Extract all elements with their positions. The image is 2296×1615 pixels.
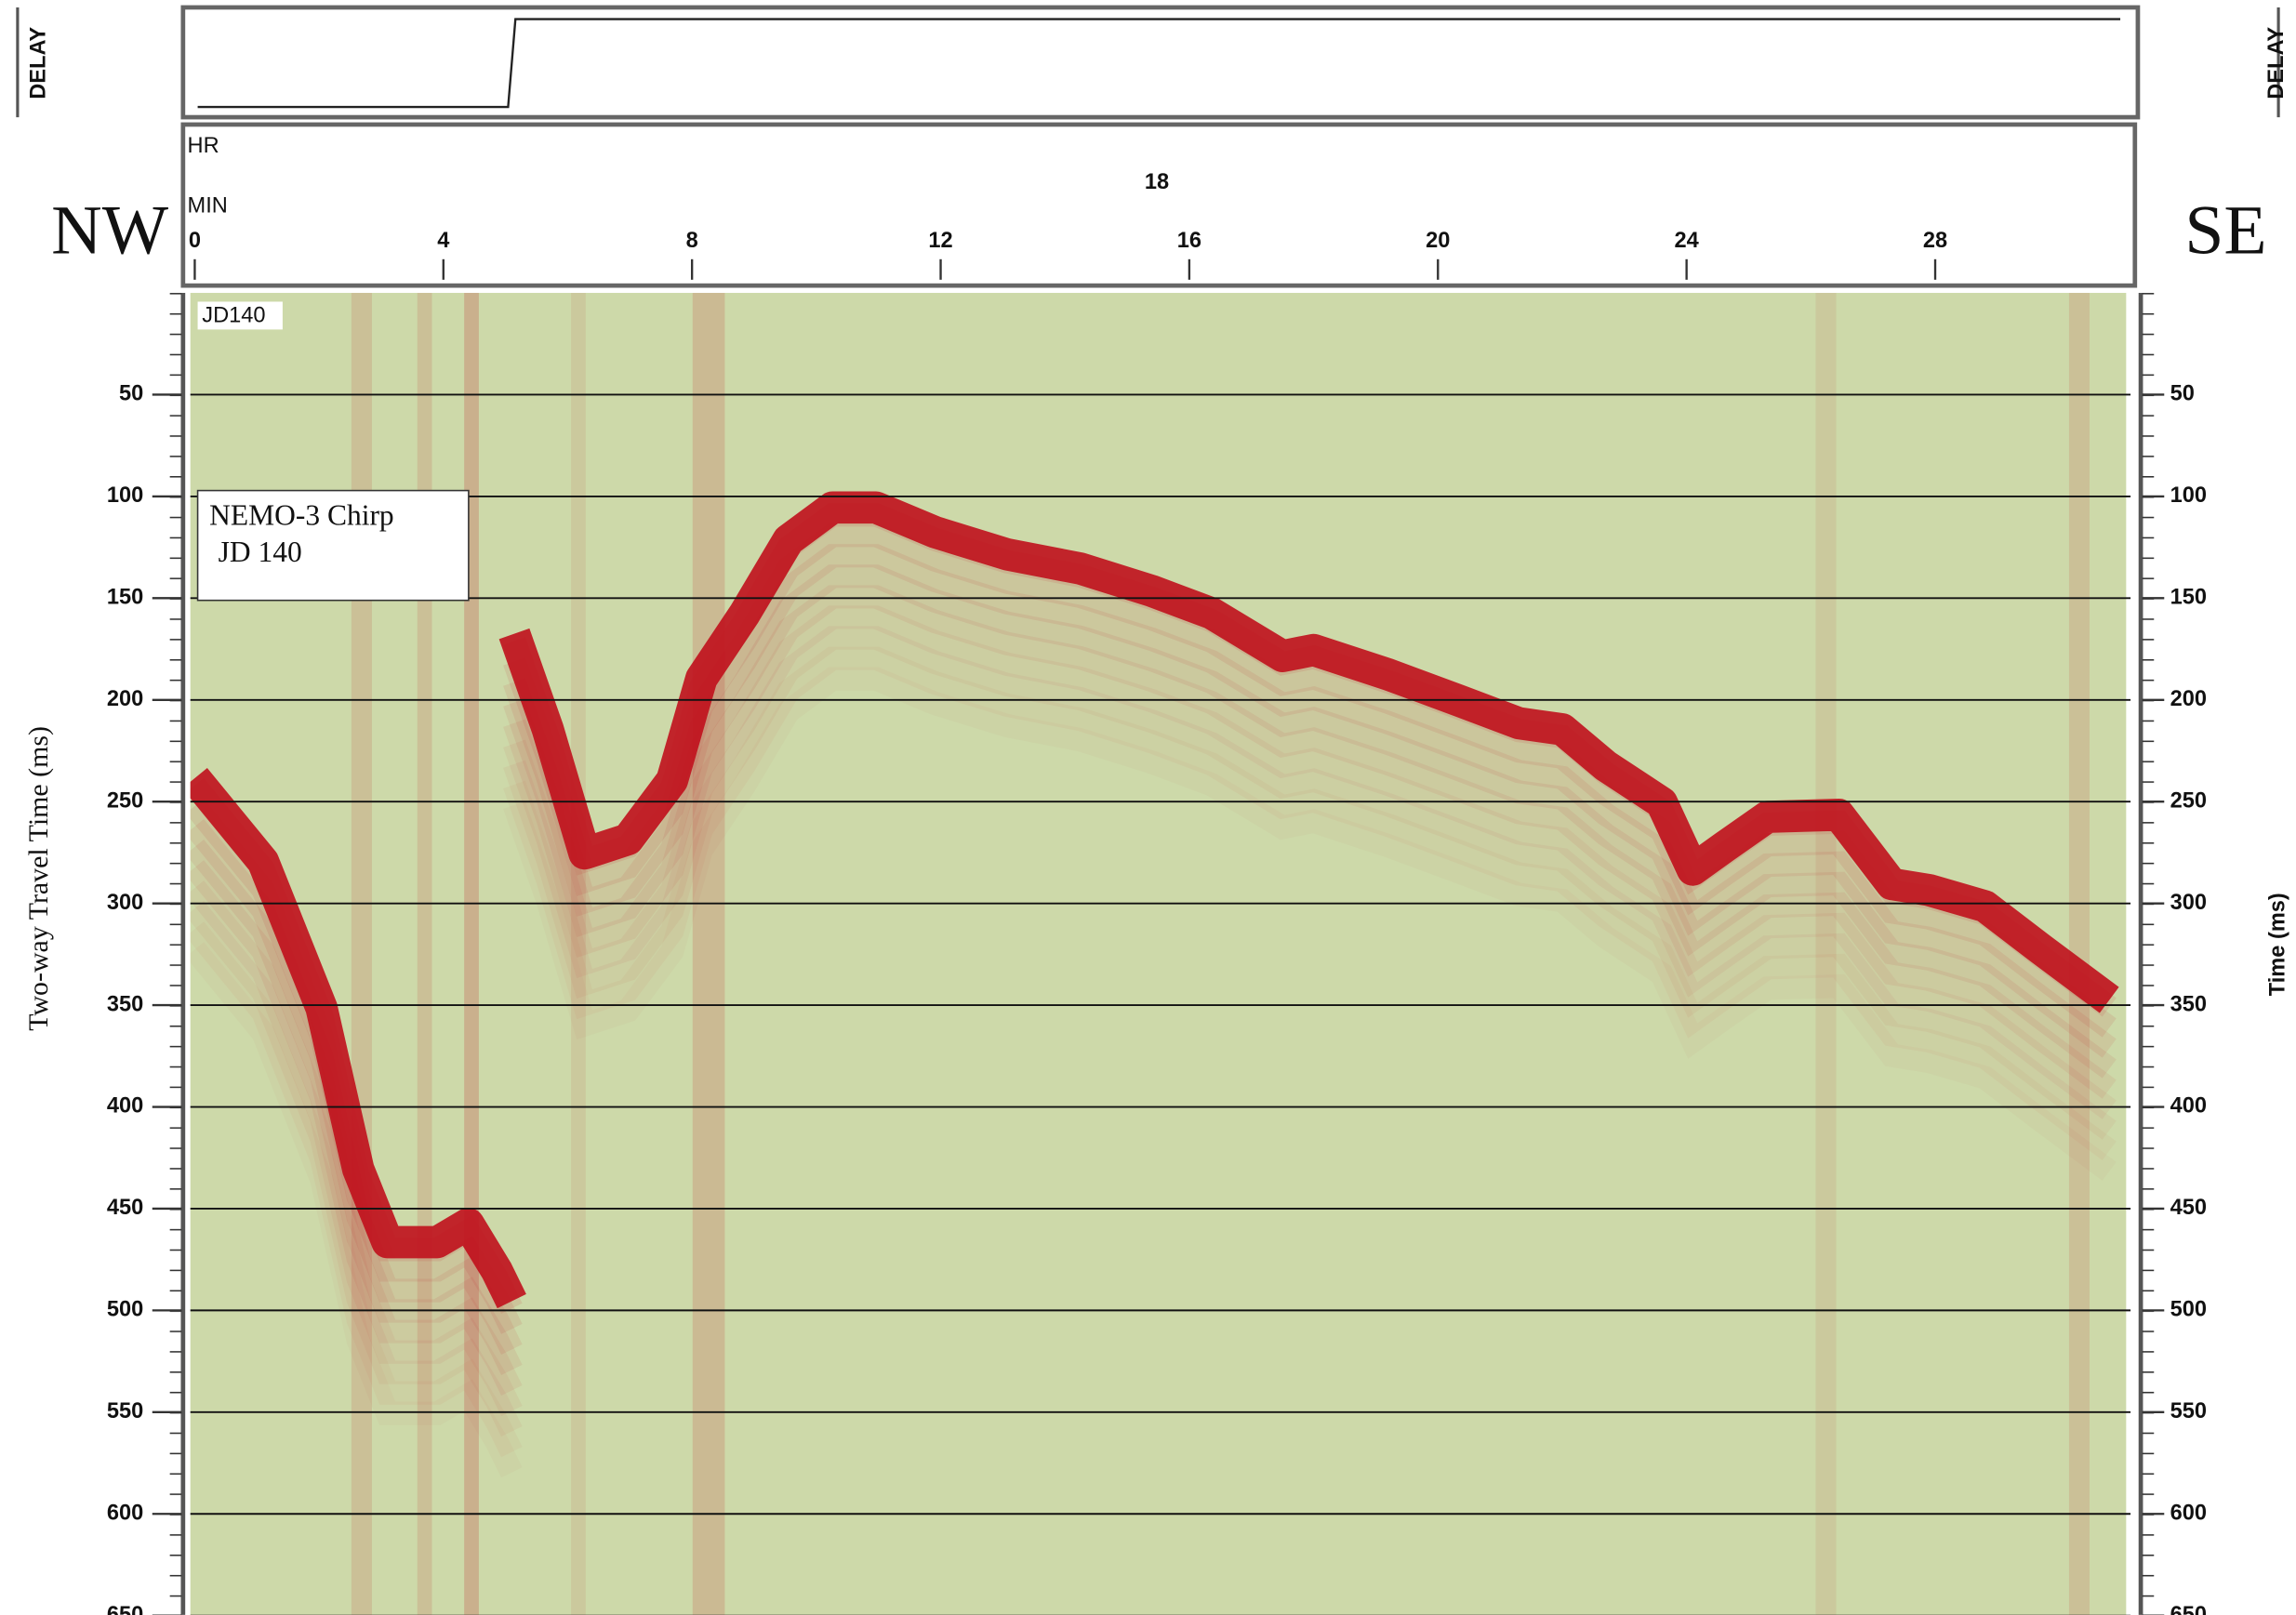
y2-tick-label: 600 (2170, 1501, 2207, 1525)
x-tick-label: 24 (1675, 229, 1699, 253)
reflector-shadow (190, 860, 523, 1397)
y-tick-label: 600 (107, 1501, 143, 1525)
minor-ticks (2142, 293, 2155, 1615)
y-tick-label: 150 (107, 586, 143, 610)
y2-axis-title: Time (ms) (2265, 893, 2289, 996)
y-axis-title: Two-way Travel Time (ms) (23, 726, 54, 1031)
delay-trace (197, 18, 2121, 109)
reflector-shadow (503, 605, 2117, 1119)
y2-tick-label: 200 (2170, 687, 2207, 711)
x-tick-label: 28 (1923, 229, 1947, 253)
reflector (498, 491, 2119, 1013)
x-tick-label: 12 (928, 229, 952, 253)
y2-tick-label: 550 (2170, 1399, 2207, 1423)
y2-tick-label: 150 (2170, 586, 2207, 610)
x-tick-label: 4 (437, 229, 449, 253)
reflector-group (190, 491, 2119, 1437)
line-label: JD140 (202, 303, 265, 327)
y2-tick-label: 650 (2170, 1603, 2207, 1615)
annotation: NEMO-3 Chirp (209, 499, 394, 532)
y2-tick-label: 250 (2170, 788, 2207, 813)
y2-tick-label: 50 (2170, 382, 2195, 406)
y-tick-label: 550 (107, 1399, 143, 1423)
y-tick-label: 450 (107, 1196, 143, 1220)
noise-stripes (351, 293, 2090, 1615)
x-tick-label: 0 (189, 229, 201, 253)
reflector (190, 768, 526, 1309)
y-tick-label: 350 (107, 992, 143, 1016)
y-tick-label: 100 (107, 483, 143, 508)
y2-tick-label: 450 (2170, 1196, 2207, 1220)
line-label-box (197, 301, 283, 330)
reflector-shadow (503, 626, 2117, 1140)
y-tick-label: 500 (107, 1298, 143, 1322)
y2-tick-label: 350 (2170, 992, 2207, 1016)
reflector-shadow (503, 544, 2117, 1058)
hour-label: HR (188, 134, 219, 158)
time-panel (180, 122, 2138, 288)
delay-label: DELAY (2264, 27, 2289, 99)
x-tick-label: 8 (686, 229, 698, 253)
reflector-shadow (503, 564, 2117, 1079)
side-label: NW (51, 192, 169, 270)
y-tick-label: 50 (119, 382, 143, 406)
minute-label: MIN (188, 193, 228, 218)
y2-tick-label: 100 (2170, 483, 2207, 508)
y-tick-label: 650 (107, 1603, 143, 1615)
y-tick-label: 300 (107, 891, 143, 915)
x-tick-label: 20 (1426, 229, 1450, 253)
x-tick-label: 16 (1177, 229, 1201, 253)
minor-ticks (169, 293, 182, 1615)
annotation: JD 140 (219, 536, 302, 568)
reflector-shadow (190, 880, 523, 1417)
y-tick-label: 200 (107, 687, 143, 711)
delay-label: DELAY (27, 27, 51, 99)
side-label: SE (2184, 192, 2266, 270)
annotation-box (196, 489, 470, 602)
y-tick-label: 250 (107, 788, 143, 813)
delay-panel (180, 5, 2141, 120)
y2-tick-label: 500 (2170, 1298, 2207, 1322)
grid (190, 393, 2131, 1615)
hour-value: 18 (1145, 170, 1169, 194)
reflector-shadow (190, 901, 523, 1437)
reflector-shadow (503, 585, 2117, 1099)
y2-tick-label: 400 (2170, 1094, 2207, 1119)
y2-tick-label: 300 (2170, 891, 2207, 915)
reflector-shadow (190, 818, 523, 1355)
plot-background (190, 293, 2127, 1615)
y-tick-label: 400 (107, 1094, 143, 1119)
